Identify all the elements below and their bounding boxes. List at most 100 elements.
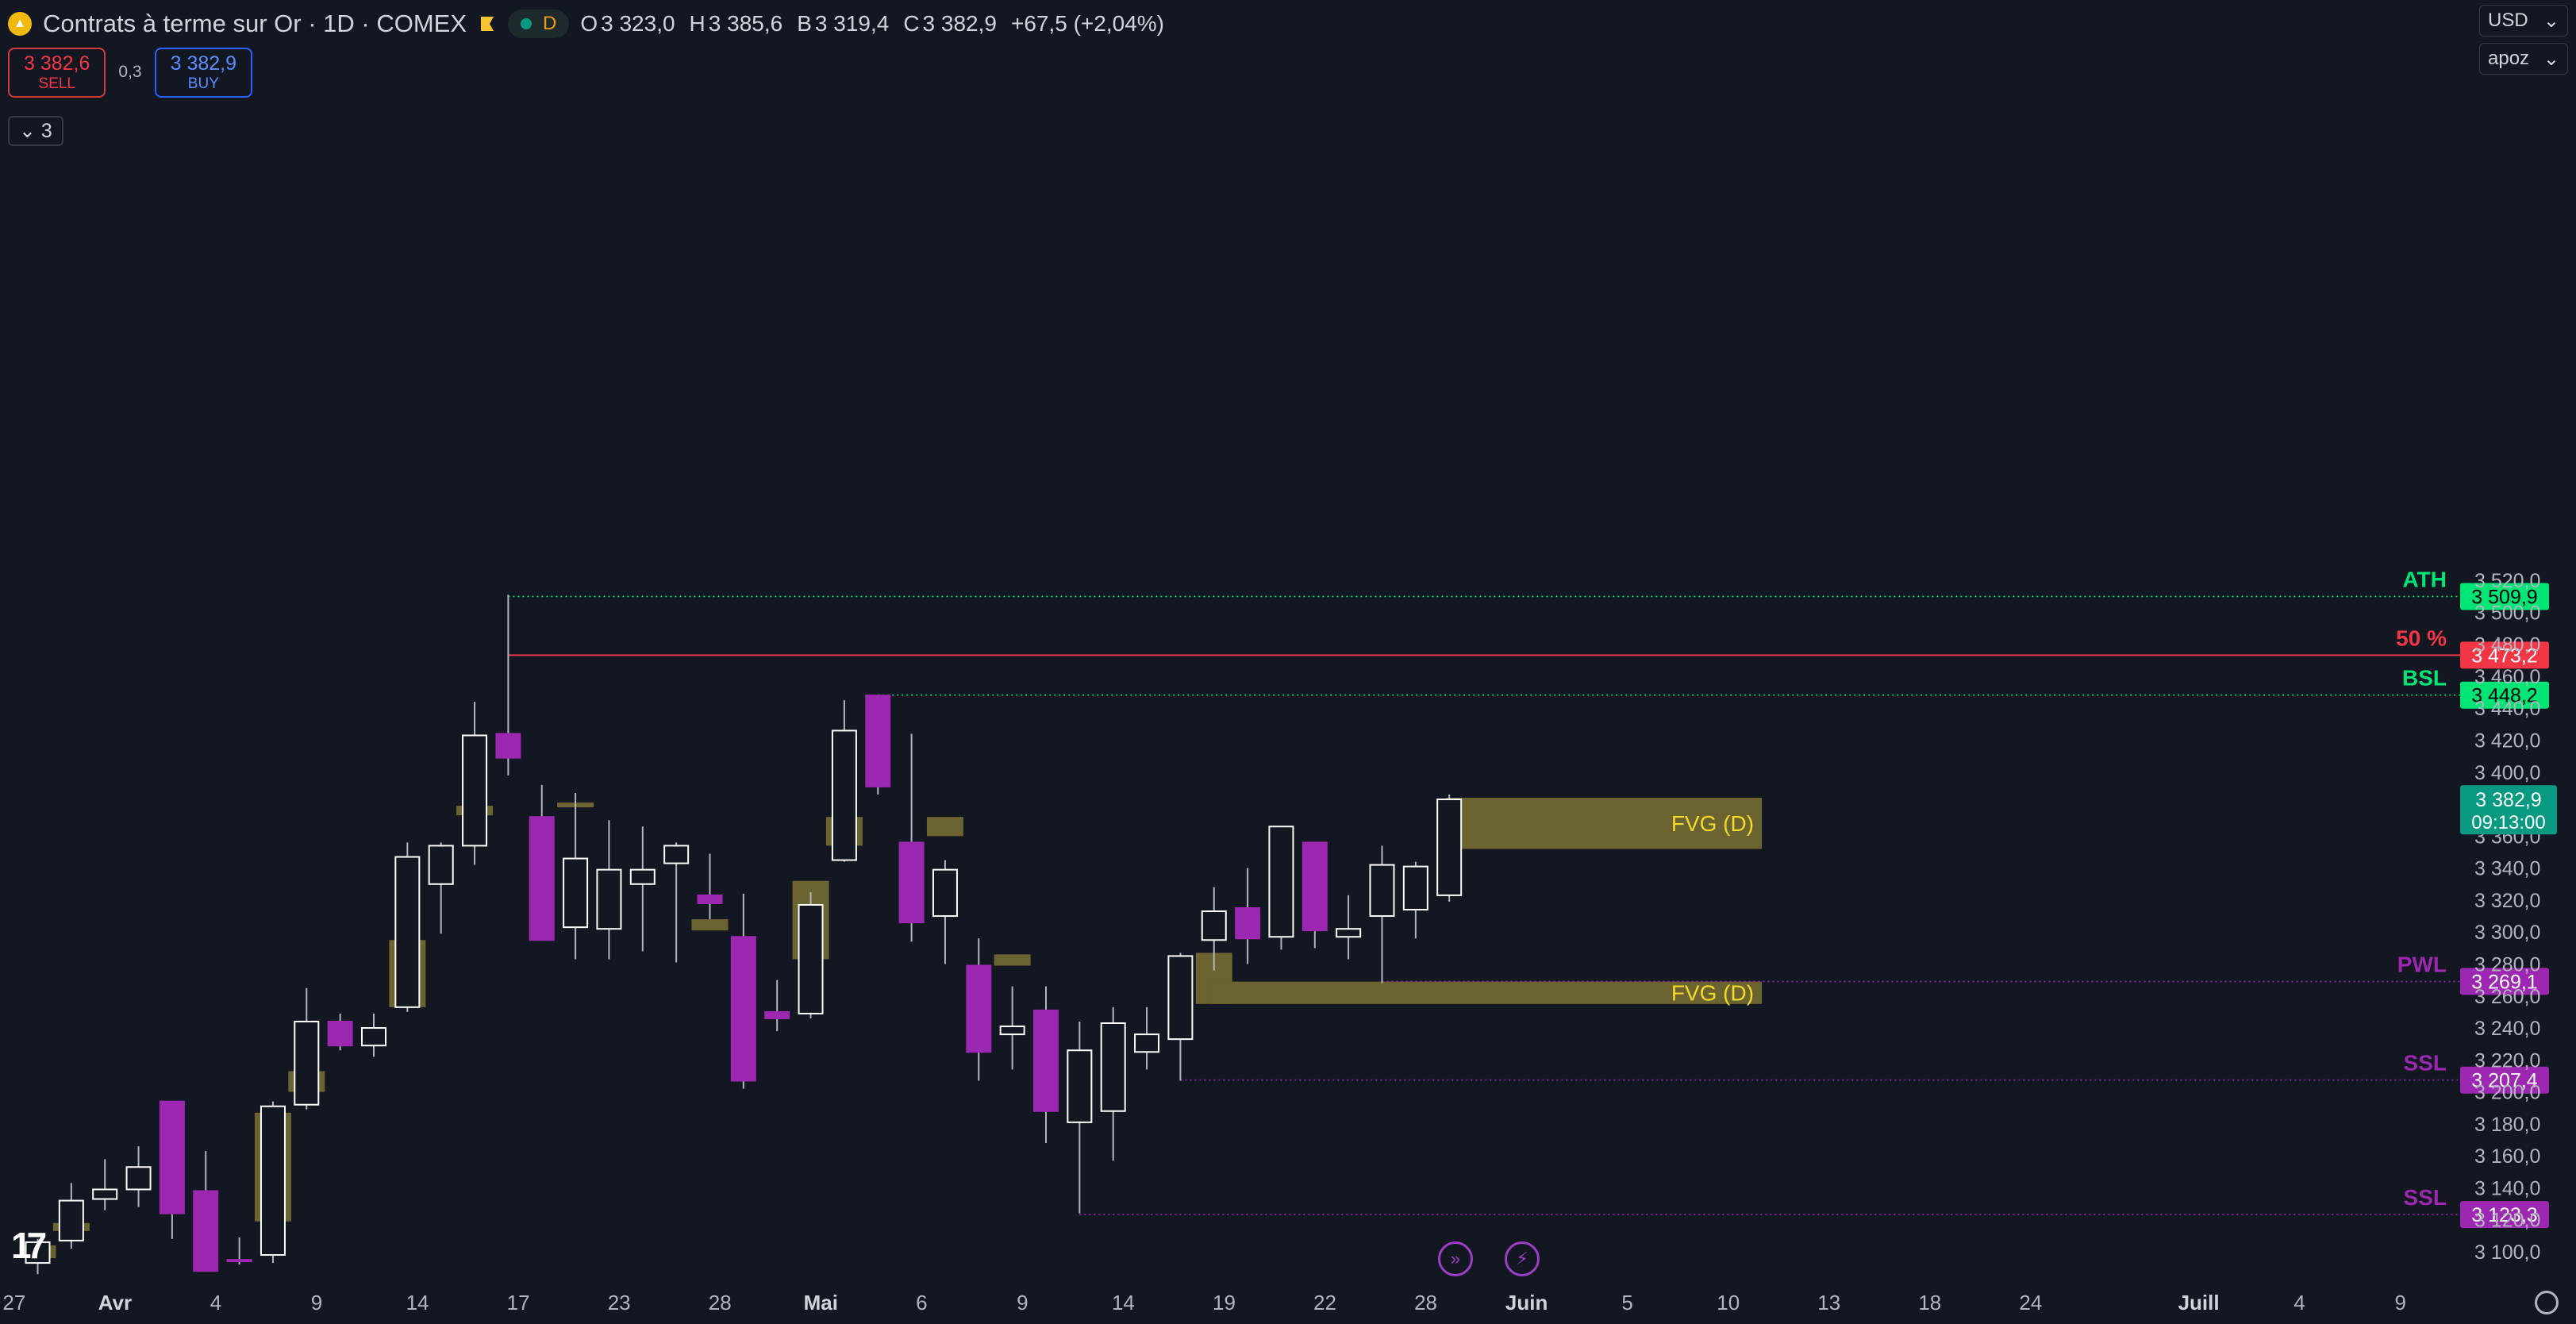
chart-header: ▲ Contrats à terme sur Or · 1D · COMEX D… (8, 5, 1164, 43)
x-axis-tick-label: 9 (2394, 1291, 2405, 1314)
sell-price: 3 382,6 (24, 52, 90, 75)
buy-button[interactable]: 3 382,9 BUY (154, 48, 253, 98)
level-price-tag (2460, 968, 2549, 995)
candle-body (125, 1166, 152, 1191)
candle-body (1436, 799, 1463, 896)
level-price-text: 3 448,2 (2471, 685, 2537, 707)
fvg-zone-label: FVG (D) (1671, 811, 1754, 836)
level-price-text: 3 473,2 (2471, 645, 2537, 667)
y-axis-tick-label: 3 400,0 (2474, 762, 2540, 784)
y-axis-tick-label: 3 120,0 (2474, 1210, 2540, 1232)
level-price-tag (2460, 641, 2549, 669)
level-label: BSL (2402, 666, 2447, 691)
y-axis-tick-label: 3 140,0 (2474, 1177, 2540, 1199)
buy-price: 3 382,9 (170, 52, 237, 75)
level-label: 50 % (2396, 625, 2447, 650)
y-axis-tick-label: 3 440,0 (2474, 698, 2540, 720)
x-axis-tick-label: Juill (2178, 1291, 2220, 1314)
candle-body (1134, 1033, 1160, 1053)
x-axis-tick-label: 14 (1112, 1291, 1135, 1314)
ohlc-open: 3 323,0 (601, 11, 675, 36)
y-axis-tick-label: 3 220,0 (2474, 1049, 2540, 1072)
account-select[interactable]: apoz ⌄ (2479, 43, 2568, 75)
x-axis-tick-label: Mai (804, 1291, 838, 1314)
level-price-text: 3 207,4 (2471, 1070, 2538, 1092)
x-axis-tick-label: 14 (406, 1291, 429, 1314)
candle-body (1033, 1009, 1059, 1112)
currency-select[interactable]: USD ⌄ (2479, 5, 2568, 37)
fvg-zone-label: FVG (D) (1671, 981, 1754, 1006)
symbol-title[interactable]: Contrats à terme sur Or · 1D · COMEX (43, 10, 467, 37)
y-axis-tick-label: 3 280,0 (2474, 953, 2540, 976)
ohlc-low: 3 319,4 (814, 11, 890, 36)
account-value: apoz (2488, 48, 2530, 69)
candle-body (1268, 826, 1294, 938)
candle-body (1369, 864, 1395, 918)
x-axis-tick-label: 6 (916, 1291, 927, 1314)
candle-body (1301, 841, 1328, 932)
x-axis-tick-label: 23 (608, 1291, 631, 1314)
x-axis-tick-label: 4 (2293, 1291, 2305, 1314)
candle-body (563, 857, 589, 929)
market-open-dot-icon (521, 18, 532, 29)
candle-body (596, 868, 622, 930)
candle-body (898, 841, 925, 924)
y-axis-tick-label: 3 240,0 (2474, 1018, 2540, 1040)
indicators-count: 3 (40, 120, 52, 142)
x-axis-tick-label: 9 (1017, 1291, 1028, 1314)
x-axis-tick-label: Juin (1505, 1291, 1548, 1314)
y-axis-tick-label: 3 320,0 (2474, 890, 2540, 912)
candle-body (764, 1010, 790, 1019)
candle-body (193, 1190, 219, 1272)
x-axis-tick-label: 17 (507, 1291, 530, 1314)
x-axis-tick-label: 19 (1213, 1291, 1236, 1314)
ohlc-key-high: H (689, 11, 706, 36)
level-label: SSL (2404, 1185, 2447, 1210)
x-axis-tick-label: 10 (1717, 1291, 1740, 1314)
level-price-tag (2460, 1201, 2549, 1229)
x-axis-tick-label: 28 (709, 1291, 732, 1314)
current-price-value: 3 382,9 (2475, 789, 2541, 811)
y-axis-tick-label: 3 300,0 (2474, 922, 2540, 944)
candle-body (428, 845, 454, 885)
fvg-zone (1210, 981, 1763, 1004)
candle-body (462, 734, 488, 847)
x-axis-tick-label: Avr (98, 1291, 132, 1314)
candle-body (1100, 1022, 1126, 1112)
candle-body (361, 1027, 386, 1047)
sell-label: SELL (38, 75, 75, 92)
candle-body (1067, 1049, 1093, 1123)
trade-panel: 3 382,6 SELL 0,3 3 382,9 BUY (8, 48, 253, 98)
candle-body (798, 903, 824, 1014)
tradingview-logo-icon[interactable]: 17 (11, 1225, 47, 1266)
x-axis-tick-label: 5 (1621, 1291, 1632, 1314)
x-axis-tick-label: 4 (210, 1291, 221, 1314)
candle-body (1235, 906, 1261, 940)
market-status-pill[interactable]: D (508, 10, 570, 38)
go-to-realtime-icon[interactable]: » (1438, 1241, 1473, 1276)
y-axis-tick-label: 3 200,0 (2474, 1082, 2540, 1104)
candle-body (529, 816, 555, 941)
candle-body (58, 1199, 84, 1241)
chevron-down-icon: ⌄ (19, 120, 36, 142)
ohlc-key-open: O (580, 11, 598, 36)
current-price-tag (2460, 785, 2557, 835)
y-axis-tick-label: 3 420,0 (2474, 730, 2540, 752)
spread-value: 0,3 (118, 63, 142, 82)
candle-body (327, 1020, 353, 1047)
level-price-text: 3 269,1 (2471, 971, 2537, 993)
sell-button[interactable]: 3 382,6 SELL (8, 48, 106, 98)
session-label: D (543, 13, 557, 34)
level-price-text: 3 123,3 (2471, 1204, 2537, 1226)
gear-icon[interactable] (2535, 1291, 2559, 1314)
candle-body (629, 868, 656, 885)
y-axis-tick-label: 3 160,0 (2474, 1145, 2540, 1168)
indicators-collapse-button[interactable]: ⌄ 3 (8, 116, 63, 146)
candle-body (25, 1241, 51, 1264)
flag-icon[interactable] (478, 14, 497, 33)
alert-lightning-icon[interactable]: ⚡ (1505, 1241, 1540, 1276)
price-change: +67,5 (+2,04%) (1010, 11, 1164, 36)
candle-body (159, 1100, 185, 1214)
